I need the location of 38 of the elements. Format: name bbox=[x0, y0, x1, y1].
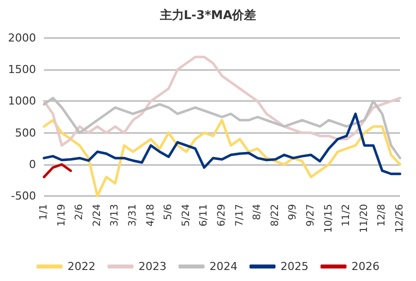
y-tick-label: -500 bbox=[11, 190, 36, 202]
x-tick-label: 5/24 bbox=[180, 204, 192, 226]
x-tick-label: 3/13 bbox=[110, 204, 121, 226]
y-tick-label: 0 bbox=[29, 158, 36, 171]
y-tick-label: 500 bbox=[15, 126, 36, 140]
x-tick-label: 12/26 bbox=[394, 204, 406, 233]
x-tick-label: 9/9 bbox=[288, 204, 299, 220]
x-tick-label: 10/15 bbox=[323, 204, 334, 233]
x-tick-label: 6/29 bbox=[216, 204, 228, 226]
x-tick-label: 1/19 bbox=[56, 204, 68, 226]
x-tick-label: 8/4 bbox=[252, 204, 264, 220]
legend-label: 2022 bbox=[68, 260, 96, 273]
x-tick-label: 2/6 bbox=[74, 204, 86, 220]
x-tick-label: 5/6 bbox=[163, 204, 174, 220]
x-tick-label: 12/8 bbox=[376, 204, 388, 226]
y-tick-label: 2000 bbox=[8, 32, 36, 44]
x-tick-label: 8/22 bbox=[270, 204, 281, 226]
legend-label: 2023 bbox=[138, 260, 167, 273]
line-series bbox=[42, 96, 402, 160]
chart-title: 主力L-3*MA价差 bbox=[158, 8, 256, 22]
x-tick-label: 3/31 bbox=[128, 204, 138, 226]
line-series bbox=[42, 56, 402, 147]
y-tick-label: 1000 bbox=[8, 94, 36, 108]
x-tick-label: 2/24 bbox=[92, 204, 103, 226]
line-series bbox=[42, 112, 402, 176]
line-series bbox=[42, 163, 72, 178]
x-tick-label: 1/1 bbox=[38, 204, 50, 220]
x-tick-label: 9/27 bbox=[306, 204, 316, 226]
x-tick-label: 6/11 bbox=[198, 204, 210, 226]
y-tick-label: 1500 bbox=[8, 63, 36, 76]
legend-label: 2025 bbox=[280, 260, 308, 273]
x-tick-label: 7/17 bbox=[234, 204, 246, 226]
line-series bbox=[42, 118, 402, 198]
legend-label: 2024 bbox=[210, 260, 238, 273]
x-tick-label: 11/2 bbox=[341, 204, 352, 226]
x-tick-label: 4/18 bbox=[145, 204, 156, 226]
x-tick-label: 11/20 bbox=[358, 204, 370, 233]
legend-label: 2026 bbox=[351, 260, 380, 273]
